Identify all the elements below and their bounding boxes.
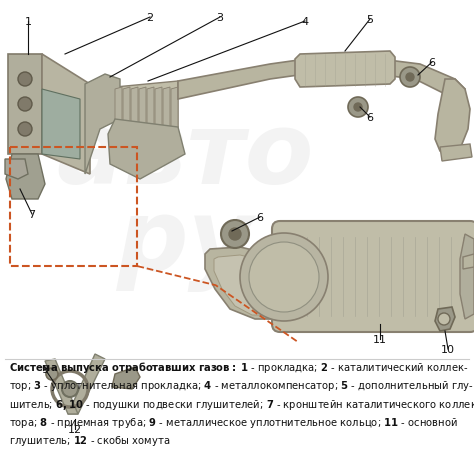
Polygon shape bbox=[8, 55, 42, 155]
Polygon shape bbox=[123, 88, 130, 132]
Polygon shape bbox=[435, 307, 455, 331]
Circle shape bbox=[438, 313, 450, 325]
Circle shape bbox=[18, 123, 32, 137]
Circle shape bbox=[406, 74, 414, 82]
Polygon shape bbox=[108, 120, 185, 179]
Polygon shape bbox=[112, 367, 140, 389]
Bar bbox=[10, 148, 137, 267]
Text: 1: 1 bbox=[25, 17, 31, 27]
Polygon shape bbox=[147, 88, 154, 132]
Circle shape bbox=[354, 104, 362, 112]
Polygon shape bbox=[435, 80, 470, 155]
Text: 4: 4 bbox=[301, 17, 309, 27]
Polygon shape bbox=[42, 90, 80, 159]
Text: авто
ру: авто ру bbox=[56, 108, 314, 291]
Polygon shape bbox=[171, 88, 178, 132]
Text: 6: 6 bbox=[366, 113, 374, 123]
Circle shape bbox=[46, 368, 58, 380]
Circle shape bbox=[249, 242, 319, 312]
Text: 7: 7 bbox=[28, 209, 36, 219]
Text: 9: 9 bbox=[41, 364, 48, 374]
FancyBboxPatch shape bbox=[272, 221, 474, 332]
Circle shape bbox=[348, 98, 368, 118]
Circle shape bbox=[221, 220, 249, 248]
Polygon shape bbox=[42, 55, 90, 175]
Text: 2: 2 bbox=[146, 13, 154, 23]
Polygon shape bbox=[440, 145, 472, 162]
Polygon shape bbox=[131, 88, 138, 132]
Polygon shape bbox=[85, 75, 120, 175]
Circle shape bbox=[18, 73, 32, 87]
Polygon shape bbox=[139, 88, 146, 132]
Polygon shape bbox=[205, 248, 305, 319]
Text: 11: 11 bbox=[373, 334, 387, 344]
Text: $\bf{Система\ выпуска\ отработавших\ газов:}$ $\bf{1}$ - прокладка; $\bf{2}$ - к: $\bf{Система\ выпуска\ отработавших\ газ… bbox=[9, 359, 474, 447]
Polygon shape bbox=[115, 82, 178, 132]
Text: 6: 6 bbox=[256, 213, 264, 223]
Polygon shape bbox=[6, 155, 45, 199]
Polygon shape bbox=[163, 88, 170, 132]
Polygon shape bbox=[214, 256, 292, 315]
Text: 3: 3 bbox=[217, 13, 224, 23]
Polygon shape bbox=[178, 58, 465, 100]
Circle shape bbox=[400, 68, 420, 88]
Polygon shape bbox=[115, 88, 122, 132]
Polygon shape bbox=[68, 354, 105, 414]
Polygon shape bbox=[463, 255, 474, 269]
Polygon shape bbox=[155, 88, 162, 132]
Text: 6: 6 bbox=[428, 58, 436, 68]
Text: 12: 12 bbox=[68, 424, 82, 434]
Circle shape bbox=[18, 98, 32, 112]
Polygon shape bbox=[5, 159, 28, 179]
Circle shape bbox=[240, 234, 328, 321]
Circle shape bbox=[62, 381, 78, 397]
Polygon shape bbox=[45, 359, 78, 414]
Text: 10: 10 bbox=[441, 344, 455, 354]
Polygon shape bbox=[295, 52, 395, 88]
Circle shape bbox=[229, 228, 241, 240]
Polygon shape bbox=[460, 235, 474, 319]
Text: 5: 5 bbox=[366, 15, 374, 25]
